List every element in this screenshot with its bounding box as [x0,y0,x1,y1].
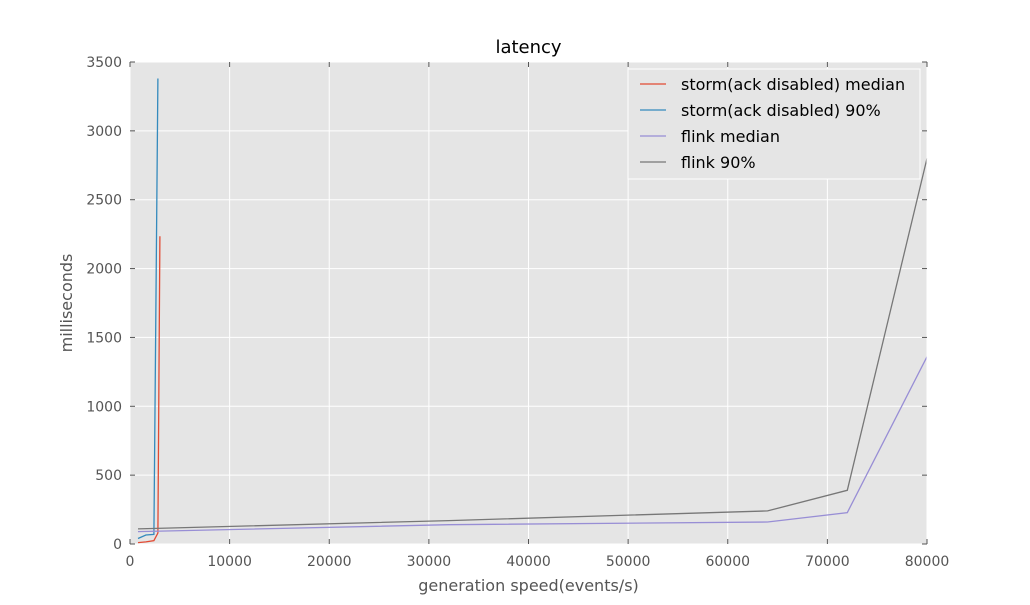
y-tick-label: 500 [95,468,122,484]
legend-box [627,68,921,180]
y-tick-label: 1500 [86,330,122,346]
series-line-1 [137,78,159,540]
series-line-3 [137,158,928,530]
x-tick-label: 0 [126,554,135,570]
x-axis-label: generation speed(events/s) [418,576,639,595]
y-axis-label: milliseconds [57,254,76,353]
legend-label: flink 90% [681,153,756,172]
chart-title: latency [495,37,561,58]
y-tick-label: 0 [113,537,122,553]
legend-label: storm(ack disabled) median [681,75,905,94]
y-tick-label: 3500 [86,55,122,71]
axis-ticks: 0 10000 20000 30000 40000 50000 60000 70000 8000… [86,55,949,570]
y-tick-label: 2000 [86,262,122,278]
series-line-0 [137,236,161,544]
x-tick-label: 50000 [606,554,651,570]
x-tick-label: 30000 [407,554,452,570]
y-tick-label: 3000 [86,124,122,140]
x-tick-label: 20000 [307,554,352,570]
y-tick-label: 1000 [86,399,122,415]
y-tick-label: 2500 [86,193,122,209]
legend-label: storm(ack disabled) 90% [681,101,881,120]
legend: storm(ack disabled) median storm(ack disa… [627,68,921,180]
x-tick-label: 40000 [506,554,551,570]
x-tick-label: 70000 [805,554,850,570]
x-tick-label: 80000 [905,554,950,570]
legend-label: flink median [681,127,780,146]
x-tick-label: 60000 [705,554,750,570]
series-line-2 [137,356,928,533]
x-tick-label: 10000 [207,554,252,570]
series-lines [137,78,928,544]
